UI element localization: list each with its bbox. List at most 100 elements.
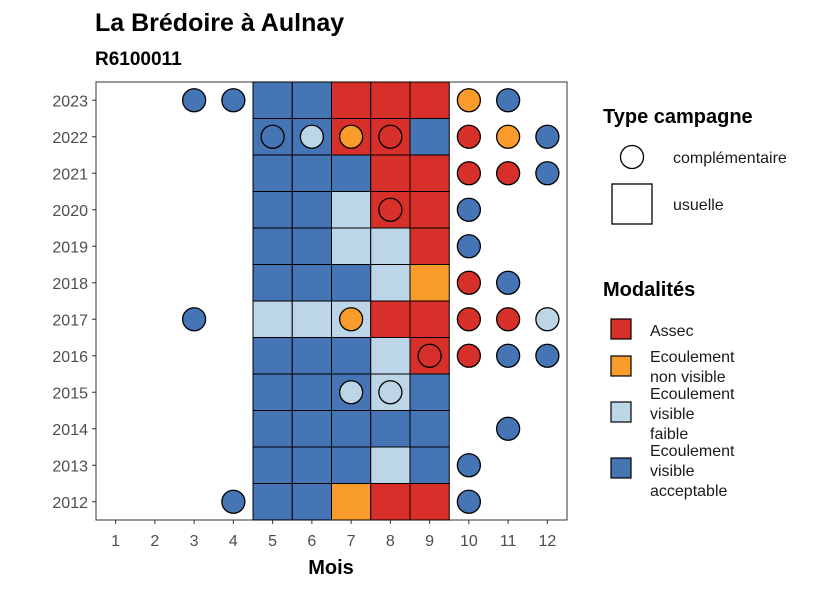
point-2016-12 xyxy=(535,343,560,368)
tile-2019-8 xyxy=(370,227,411,265)
x-tick-label: 3 xyxy=(190,533,199,550)
tile-2016-6 xyxy=(291,337,332,375)
legend-key-usuelle xyxy=(611,183,653,225)
point-2016-9 xyxy=(417,343,442,368)
x-axis-title: Mois xyxy=(308,557,354,579)
point-2017-10 xyxy=(456,307,482,332)
tile-2013-8 xyxy=(370,446,411,484)
tile-2015-9 xyxy=(409,373,450,411)
legend-label-ecnv: Ecoulement xyxy=(650,349,735,366)
tile-2021-6 xyxy=(291,154,332,192)
point-2012-10 xyxy=(456,489,482,514)
tile-2021-8 xyxy=(370,154,411,192)
chart-title: La Brédoire à Aulnay xyxy=(95,9,344,37)
tile-2015-6 xyxy=(291,373,332,411)
tile-2020-5 xyxy=(252,191,293,229)
x-tick-label: 8 xyxy=(386,533,395,550)
tile-2023-5 xyxy=(252,81,293,119)
tile-2014-7 xyxy=(331,410,372,448)
tile-2013-6 xyxy=(291,446,332,484)
point-2016-11 xyxy=(495,343,521,368)
point-2021-10 xyxy=(456,161,482,186)
tile-2014-6 xyxy=(291,410,332,448)
point-2022-6 xyxy=(299,124,325,149)
point-2015-7 xyxy=(338,380,364,405)
tile-2012-9 xyxy=(409,483,450,521)
y-tick-label: 2019 xyxy=(52,239,88,256)
tile-2019-6 xyxy=(291,227,332,265)
x-tick-label: 2 xyxy=(150,533,159,550)
point-2016-10 xyxy=(456,343,482,368)
tile-2019-9 xyxy=(409,227,450,265)
tile-2014-9 xyxy=(409,410,450,448)
tile-2023-8 xyxy=(370,81,411,119)
legend-label-ecva: visible xyxy=(650,463,695,480)
legend-label-assec: Assec xyxy=(650,323,694,340)
x-tick-label: 10 xyxy=(460,533,478,550)
y-tick-label: 2022 xyxy=(52,130,88,147)
x-tick-label: 1 xyxy=(111,533,120,550)
point-2023-4 xyxy=(221,88,246,113)
point-2019-10 xyxy=(456,234,482,259)
y-tick-label: 2015 xyxy=(52,385,88,402)
x-tick-label: 7 xyxy=(347,533,356,550)
tile-2013-7 xyxy=(331,446,372,484)
tile-2014-5 xyxy=(252,410,293,448)
tile-2018-9 xyxy=(409,264,450,302)
tile-2021-7 xyxy=(331,154,372,192)
point-2013-10 xyxy=(456,453,482,478)
point-2022-7 xyxy=(338,124,364,149)
tile-2021-5 xyxy=(252,154,293,192)
legend: Type campagne complémentaire usuelle Modali… xyxy=(603,106,787,500)
point-2020-10 xyxy=(456,197,482,222)
point-2017-12 xyxy=(535,307,560,332)
tile-2013-5 xyxy=(252,446,293,484)
x-tick-label: 4 xyxy=(229,533,238,550)
point-2017-3 xyxy=(181,307,207,332)
y-tick-label: 2016 xyxy=(52,349,88,366)
point-2018-10 xyxy=(456,270,482,295)
tile-2023-9 xyxy=(409,81,450,119)
tile-2019-7 xyxy=(331,227,372,265)
y-tick-label: 2020 xyxy=(52,203,88,220)
point-2021-12 xyxy=(535,161,560,186)
tile-2023-6 xyxy=(291,81,332,119)
legend-label-ecvf: faible xyxy=(650,426,688,443)
legend-label-ecva: Ecoulement xyxy=(650,443,735,460)
legend-label-ecva: acceptable xyxy=(650,483,727,500)
point-2023-10 xyxy=(456,88,482,113)
legend-swatch-ecva xyxy=(610,457,632,479)
point-2018-11 xyxy=(495,270,521,295)
y-tick-label: 2018 xyxy=(52,276,88,293)
legend-swatch-ecnv xyxy=(610,355,632,377)
point-2015-8 xyxy=(378,380,403,405)
x-tick-label: 11 xyxy=(500,533,517,550)
point-2012-4 xyxy=(221,489,246,514)
tile-2017-9 xyxy=(409,300,450,338)
tile-2023-7 xyxy=(331,81,372,119)
legend-label-ecvf: visible xyxy=(650,406,695,423)
legend-label-ecvf: Ecoulement xyxy=(650,386,735,403)
y-tick-label: 2017 xyxy=(52,312,88,329)
tile-2017-8 xyxy=(370,300,411,338)
y-tick-label: 2023 xyxy=(52,93,88,110)
y-tick-label: 2013 xyxy=(52,458,88,475)
y-tick-label: 2021 xyxy=(52,166,88,183)
tile-2020-7 xyxy=(331,191,372,229)
tile-2014-8 xyxy=(370,410,411,448)
tile-2017-6 xyxy=(291,300,332,338)
point-2022-11 xyxy=(495,124,521,149)
point-2022-10 xyxy=(456,124,482,149)
tile-2013-9 xyxy=(409,446,450,484)
legend-key-complementaire xyxy=(619,144,645,170)
tile-2012-7 xyxy=(331,483,372,521)
point-2022-12 xyxy=(535,124,560,149)
tile-2016-8 xyxy=(370,337,411,375)
legend-fill-title: Modalités xyxy=(603,279,695,301)
legend-swatch-assec xyxy=(610,318,632,340)
tile-2018-7 xyxy=(331,264,372,302)
legend-label-ecnv: non visible xyxy=(650,369,726,386)
tile-2012-8 xyxy=(370,483,411,521)
x-tick-label: 12 xyxy=(538,533,556,550)
